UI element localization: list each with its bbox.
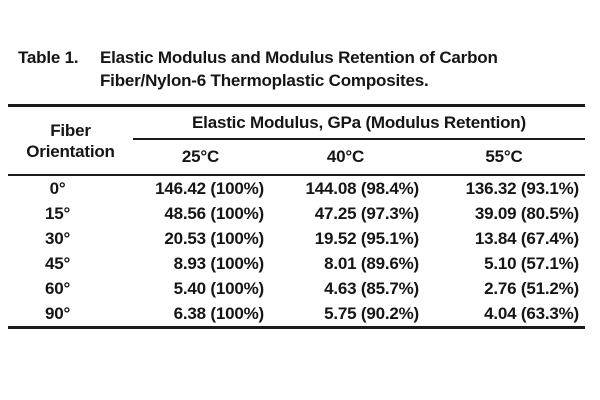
cell-modulus-25c: 20.53 (100%) xyxy=(164,228,264,248)
caption-line-1: Table 1. Elastic Modulus and Modulus Rete… xyxy=(18,46,584,69)
cell-modulus-25c: 8.93 (100%) xyxy=(173,253,265,273)
cell-orientation: 15° xyxy=(44,203,71,223)
col-header-40c: 40°C xyxy=(268,139,423,176)
cell-orientation: 90° xyxy=(44,303,71,323)
cell-orientation: 60° xyxy=(44,278,71,298)
cell-modulus-40c: 8.01 (89.6%) xyxy=(324,253,419,273)
cell-modulus-55c: 2.76 (51.2%) xyxy=(484,278,580,298)
cell-modulus-40c: 5.75 (90.2%) xyxy=(324,303,419,323)
cell-modulus-55c: 39.09 (80.5%) xyxy=(474,203,580,223)
table-row: 0° 146.42 (100%) 144.08 (98.4%) 136.32 (… xyxy=(8,175,585,201)
cell-modulus-55c: 5.10 (57.1%) xyxy=(484,253,580,273)
cell-modulus-40c: 19.52 (95.1%) xyxy=(314,228,419,248)
cell-modulus-55c: 136.32 (93.1%) xyxy=(465,178,580,198)
temperature-header-row: 25°C 40°C 55°C xyxy=(8,139,586,176)
table-row: 45° 8.93 (100%) 8.01 (89.6%) 5.10 (57.1%… xyxy=(8,251,585,276)
cell-modulus-40c: 144.08 (98.4%) xyxy=(305,178,420,198)
table-row: 90° 6.38 (100%) 5.75 (90.2%) 4.04 (63.3%… xyxy=(8,301,585,328)
caption-title-text: Elastic Modulus and Modulus Retention of… xyxy=(100,48,498,67)
table-row: 60° 5.40 (100%) 4.63 (85.7%) 2.76 (51.2%… xyxy=(8,276,585,301)
fiber-header-line-2: Orientation xyxy=(26,141,115,161)
cell-modulus-40c: 4.63 (85.7%) xyxy=(324,278,419,298)
col-header-25c: 25°C xyxy=(133,139,268,176)
group-header-row: Fiber Orientation Elastic Modulus, GPa (… xyxy=(8,105,586,176)
table-row: 15° 48.56 (100%) 47.25 (97.3%) 39.09 (80… xyxy=(8,201,585,226)
cell-modulus-25c: 5.40 (100%) xyxy=(173,278,265,298)
modulus-table: Fiber Orientation Elastic Modulus, GPa (… xyxy=(8,104,586,329)
caption-line-2: Fiber/Nylon-6 Thermoplastic Composites. xyxy=(100,71,429,90)
fiber-header-line-1: Fiber xyxy=(50,120,91,140)
col-header-55c: 55°C xyxy=(423,139,586,176)
cell-modulus-25c: 48.56 (100%) xyxy=(164,203,264,223)
table-number-label: Table 1. xyxy=(18,48,79,67)
cell-modulus-55c: 13.84 (67.4%) xyxy=(474,228,580,248)
col-header-fiber-orientation: Fiber Orientation xyxy=(8,105,133,176)
cell-modulus-55c: 4.04 (63.3%) xyxy=(484,303,580,323)
cell-orientation: 0° xyxy=(49,178,66,198)
cell-modulus-40c: 47.25 (97.3%) xyxy=(314,203,419,223)
cell-orientation: 45° xyxy=(44,253,71,273)
cell-modulus-25c: 6.38 (100%) xyxy=(173,303,265,323)
col-group-header-elastic-modulus: Elastic Modulus, GPa (Modulus Retention) xyxy=(133,105,586,140)
table-caption: Table 1. Elastic Modulus and Modulus Rete… xyxy=(18,46,584,92)
cell-modulus-25c: 146.42 (100%) xyxy=(155,178,264,198)
table-row: 30° 20.53 (100%) 19.52 (95.1%) 13.84 (67… xyxy=(8,226,585,251)
cell-orientation: 30° xyxy=(44,228,71,248)
